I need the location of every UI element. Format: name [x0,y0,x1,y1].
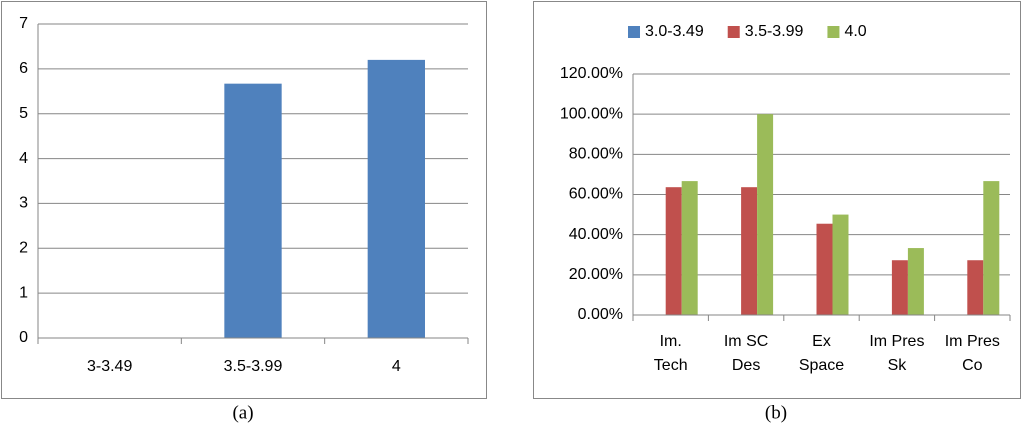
x-tick-label: Im SC [724,333,768,350]
y-tick-label: 7 [19,15,28,32]
x-tick-label: 4 [392,358,401,375]
chart-caption: (b) [765,402,787,423]
bar [891,260,908,315]
y-tick-label: 2 [19,240,28,257]
y-tick-label: 40.00% [569,226,623,243]
x-tick-label: Des [732,357,760,374]
y-tick-label: 120.00% [560,65,623,82]
x-tick-label: Sk [888,357,908,374]
legend-label: 4.0 [844,23,866,40]
legend-swatch [827,26,840,38]
x-tick-label: Tech [654,357,688,374]
legend-swatch [727,26,740,38]
y-tick-label: 20.00% [569,266,623,283]
legend-swatch [628,26,640,38]
bar [224,83,282,338]
y-tick-label: 100.00% [560,105,623,122]
bar [816,223,833,315]
x-tick-label: Space [799,357,844,374]
y-tick-label: 5 [19,105,28,122]
y-tick-label: 80.00% [569,146,623,163]
chart-caption: (a) [232,402,253,423]
legend-label: 3.0-3.49 [645,23,704,40]
x-tick-label: Im Pres [869,333,924,350]
bar [757,114,774,316]
legend-label: 3.5-3.99 [745,23,804,40]
y-tick-label: 1 [19,284,28,301]
y-tick-label: 0.00% [578,306,623,323]
y-tick-label: 4 [19,150,28,167]
bar [741,187,758,315]
bar [907,248,924,315]
bar [665,187,682,315]
y-tick-label: 0 [19,329,28,346]
x-tick-label: 3.5-3.99 [224,358,283,375]
bar [832,214,849,315]
x-tick-label: Im Pres [945,333,1000,350]
bar [681,181,698,315]
x-tick-label: Im. [660,333,682,350]
bar [983,181,1000,315]
y-tick-label: 60.00% [569,186,623,203]
chart-frame [1,1,487,399]
x-tick-label: Ex [812,333,831,350]
x-tick-label: 3-3.49 [87,358,132,375]
y-tick-label: 6 [19,60,28,77]
chart-frame [533,1,1021,399]
bar [367,59,425,339]
x-tick-label: Co [962,357,983,374]
y-tick-label: 3 [19,195,28,212]
bar [967,260,984,315]
